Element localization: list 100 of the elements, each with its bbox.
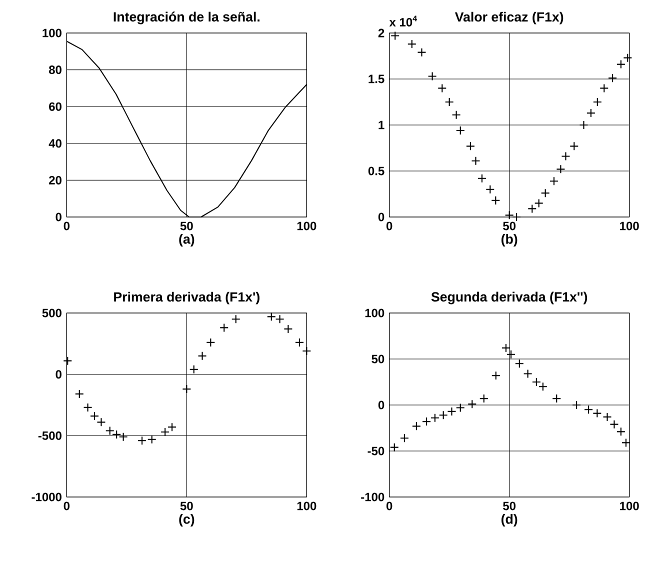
point <box>610 420 619 429</box>
x-tick-label: 0 <box>64 502 70 510</box>
point <box>275 314 284 324</box>
point <box>90 412 100 421</box>
point <box>83 402 92 412</box>
point <box>528 204 537 214</box>
point <box>592 408 602 418</box>
point <box>471 156 480 166</box>
y-tick-label: 0.5 <box>368 166 384 176</box>
point <box>447 406 456 416</box>
point <box>438 84 447 93</box>
point <box>523 369 532 378</box>
chart-title: Primera derivada (F1x') <box>114 292 260 304</box>
x-tick-label: 100 <box>297 222 316 230</box>
y-tick-label: 0 <box>56 370 62 379</box>
point <box>477 174 487 183</box>
point <box>572 400 582 410</box>
point <box>579 120 588 130</box>
x-tick-label: 50 <box>503 502 516 510</box>
point <box>417 48 426 57</box>
point <box>266 312 276 322</box>
y-tick-label: 0 <box>378 400 384 410</box>
y-tick-label: 100 <box>365 308 384 318</box>
y-tick-label: 1.5 <box>368 74 384 84</box>
point <box>504 210 514 220</box>
point <box>479 394 488 404</box>
y-tick-label: 500 <box>42 308 62 318</box>
point <box>552 394 562 404</box>
point <box>96 418 106 427</box>
point <box>189 364 198 374</box>
point <box>147 434 156 444</box>
y-tick-label: 2 <box>378 28 384 38</box>
point <box>514 359 524 368</box>
point <box>456 403 465 412</box>
x-axis-title: (d) <box>501 514 518 526</box>
y-tick-label: 50 <box>372 354 384 364</box>
point <box>390 442 399 452</box>
point <box>182 384 192 394</box>
point <box>422 417 432 426</box>
point <box>549 176 559 186</box>
y-tick-label: 100 <box>42 28 62 38</box>
point <box>623 53 632 62</box>
x-tick-label: 50 <box>180 222 193 230</box>
point <box>616 60 626 69</box>
chart-title: Valor eficaz (F1x) <box>454 12 564 24</box>
point <box>512 212 522 222</box>
chart-title: Integración de la señal. <box>114 12 260 24</box>
x-tick-label: 50 <box>180 502 193 510</box>
point <box>198 351 207 360</box>
point <box>600 84 609 93</box>
point <box>428 72 437 81</box>
y-tick-label: 80 <box>48 66 62 74</box>
point <box>430 413 440 422</box>
y-tick-label: -500 <box>38 431 62 440</box>
point <box>74 389 84 398</box>
x-tick-label: 0 <box>64 222 70 230</box>
y-tick-label: 0 <box>56 212 62 222</box>
point <box>592 97 602 107</box>
x-tick-label: 100 <box>620 502 639 510</box>
point <box>160 427 170 437</box>
point <box>400 434 409 443</box>
x-tick-label: 50 <box>503 222 516 230</box>
point <box>220 323 229 332</box>
point <box>466 142 475 151</box>
point <box>452 110 461 120</box>
point <box>407 40 416 49</box>
x-axis-title: (b) <box>501 234 518 246</box>
point <box>167 422 177 432</box>
point <box>616 427 626 436</box>
point <box>294 338 304 347</box>
point <box>570 142 579 151</box>
point <box>63 356 72 366</box>
x-tick-label: 0 <box>386 502 392 510</box>
y-tick-label: 0 <box>378 212 384 222</box>
y-tick-label: -1000 <box>32 492 62 502</box>
point <box>137 436 147 446</box>
x-tick-label: 100 <box>297 502 316 510</box>
x-tick-label: 100 <box>620 222 639 230</box>
point <box>302 346 312 356</box>
y-tick-label: 40 <box>48 139 62 148</box>
point <box>608 74 618 83</box>
point <box>468 400 477 409</box>
point <box>456 126 465 136</box>
point <box>534 198 544 208</box>
point <box>390 31 400 40</box>
point <box>540 188 550 198</box>
x-axis-title: (a) <box>179 234 194 246</box>
point <box>444 97 454 107</box>
point <box>621 438 631 448</box>
point <box>284 324 293 334</box>
point <box>118 432 128 442</box>
point <box>556 164 566 174</box>
point <box>491 371 500 380</box>
point <box>486 184 495 194</box>
y-tick-label: 60 <box>49 102 62 111</box>
point <box>438 410 448 420</box>
y-tick-label: -50 <box>368 446 384 456</box>
y-tick-label: 20 <box>49 176 62 184</box>
x-tick-label: 0 <box>386 222 392 230</box>
y-tick-label: 1 <box>378 120 384 130</box>
